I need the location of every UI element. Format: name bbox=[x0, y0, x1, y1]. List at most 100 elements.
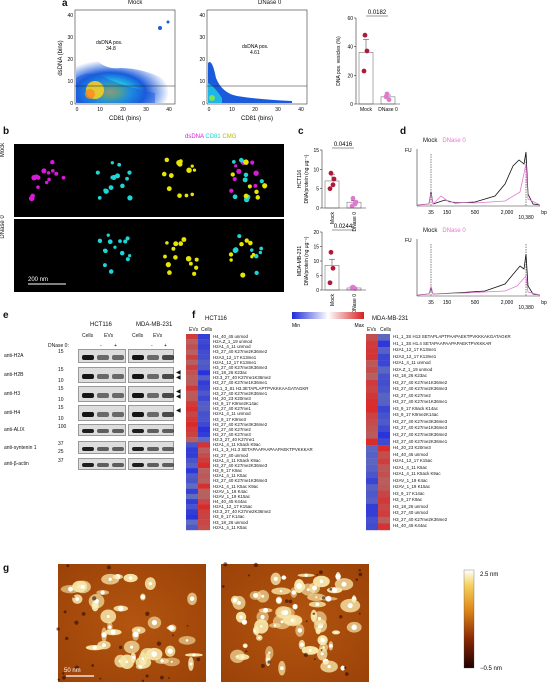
spot bbox=[244, 238, 249, 243]
heatmap-cell bbox=[198, 437, 210, 443]
colorbar-bottom: −0.5 nm bbox=[480, 666, 502, 672]
afm-pit bbox=[260, 663, 265, 668]
afm-pit bbox=[160, 675, 164, 680]
spot bbox=[254, 270, 259, 275]
spot bbox=[167, 270, 172, 275]
afm-pit bbox=[345, 672, 349, 676]
spot bbox=[127, 195, 133, 201]
afm-particle-core bbox=[239, 615, 243, 619]
x-tick: 150 bbox=[443, 210, 452, 216]
heatmap-cell bbox=[366, 366, 378, 374]
y-tick: 20 bbox=[347, 73, 353, 79]
blot-band bbox=[162, 411, 174, 418]
heatmap-cell bbox=[186, 473, 198, 479]
mw-marker: 15 bbox=[58, 405, 64, 411]
blot-band bbox=[112, 411, 124, 418]
heatmap-cell bbox=[186, 514, 198, 520]
heatmap-cell bbox=[198, 426, 210, 433]
spot bbox=[123, 239, 128, 244]
blot-strip bbox=[128, 441, 174, 454]
blot-band bbox=[112, 429, 124, 434]
blot-band bbox=[97, 392, 109, 399]
blot-band bbox=[162, 373, 174, 380]
heatmap-row-label: H3.3_27_40 K27me1 bbox=[213, 437, 255, 443]
y-tick: 20 bbox=[313, 230, 319, 236]
heatmap-row-label: H3_18_26 unmod bbox=[393, 503, 428, 509]
spot bbox=[106, 233, 110, 237]
heatmap-cell bbox=[198, 406, 210, 412]
y-tick: 20 bbox=[199, 57, 205, 63]
colorbar-top: 2.5 nm bbox=[480, 572, 498, 578]
heatmap-cell bbox=[198, 499, 210, 505]
data-point bbox=[353, 199, 359, 205]
x-tick: 35 bbox=[428, 300, 434, 306]
heatmap-cell bbox=[186, 411, 198, 417]
group-label-hct116: HCT116 bbox=[90, 322, 112, 328]
heatmap-cell bbox=[366, 445, 378, 452]
spot bbox=[166, 186, 172, 192]
blot-band bbox=[82, 392, 94, 399]
panel-letter-e: e bbox=[3, 310, 9, 321]
heatmap-row-label: H2A1_4_11 K5ac bbox=[213, 524, 248, 530]
y-tick: 10 bbox=[199, 79, 205, 85]
y-axis-label: DNA pos. vesicles (%) bbox=[336, 36, 342, 86]
spot bbox=[236, 168, 242, 174]
blot-band bbox=[97, 411, 109, 418]
y-tick: 0 bbox=[70, 101, 73, 107]
afm-particle-core bbox=[325, 595, 332, 602]
spot bbox=[61, 175, 66, 180]
afm-particle-core bbox=[236, 655, 239, 658]
heatmap-cell bbox=[186, 499, 198, 505]
afm-pit bbox=[186, 624, 189, 627]
y-tick: 20 bbox=[67, 57, 73, 63]
afm-particle-core bbox=[304, 573, 308, 577]
category-label: Mock bbox=[330, 212, 336, 224]
blot-band bbox=[162, 392, 174, 399]
spot bbox=[231, 160, 236, 164]
afm-particle-core bbox=[258, 636, 261, 640]
afm-particle-core bbox=[332, 587, 338, 593]
heatmap-cell bbox=[366, 510, 378, 518]
afm-particle-core bbox=[108, 577, 112, 581]
heatmap-row-label: H2A1_4_11 unmod bbox=[213, 411, 251, 417]
heatmap-cell bbox=[198, 509, 210, 515]
afm-pit bbox=[57, 678, 60, 681]
panel-letter-c: c bbox=[298, 126, 304, 137]
blot-label: anti-H4 bbox=[4, 410, 21, 416]
afm-particle-core bbox=[185, 639, 189, 642]
afm-pit bbox=[156, 641, 162, 646]
spot bbox=[125, 176, 129, 181]
heatmap-cell bbox=[198, 411, 210, 417]
heatmap-row-label: H4_20_23 K20me3 bbox=[393, 445, 431, 451]
legend-cd81: CD81 bbox=[205, 134, 221, 140]
blot-band bbox=[147, 373, 159, 380]
heatmap-cell bbox=[186, 462, 198, 469]
heatmap-cell bbox=[186, 401, 198, 407]
data-point bbox=[327, 280, 333, 286]
spot bbox=[262, 184, 267, 189]
afm-pit bbox=[141, 679, 145, 683]
blot-band bbox=[147, 354, 159, 360]
heatmap-row-label: H3_18_26 K23ac bbox=[393, 373, 427, 379]
spot bbox=[190, 164, 194, 168]
afm-particle-core bbox=[232, 597, 238, 603]
col-label: Cells bbox=[82, 333, 94, 339]
electropherogram-bottom: FU 35 150 500 2,000 10,380 bp bbox=[405, 238, 547, 311]
heatmap-cell bbox=[198, 344, 210, 350]
x-tick: 2,000 bbox=[501, 210, 514, 216]
heatmap-row-label: H2A1_4_11 K5ac bbox=[213, 473, 248, 479]
heatmap-cell bbox=[366, 373, 378, 380]
spot bbox=[248, 240, 253, 246]
mw-marker: 100 bbox=[58, 424, 67, 430]
heatmap-cell bbox=[198, 380, 210, 386]
heatmap-cell bbox=[378, 523, 390, 531]
afm-particle-core bbox=[315, 596, 318, 599]
afm-particle-core bbox=[118, 605, 124, 612]
bar-chart-mda: 0 5 10 15 20 Mock DNase 0 0.0244 DNA/protein (ng… bbox=[297, 224, 366, 313]
data-point bbox=[327, 186, 333, 192]
blot-strip bbox=[78, 424, 126, 436]
heatmap-row-label: H2A.Z_1_19 unmod bbox=[393, 366, 433, 372]
afm-particle-core bbox=[312, 585, 318, 591]
heatmap-cell bbox=[186, 344, 198, 350]
afm-pit bbox=[343, 666, 347, 670]
